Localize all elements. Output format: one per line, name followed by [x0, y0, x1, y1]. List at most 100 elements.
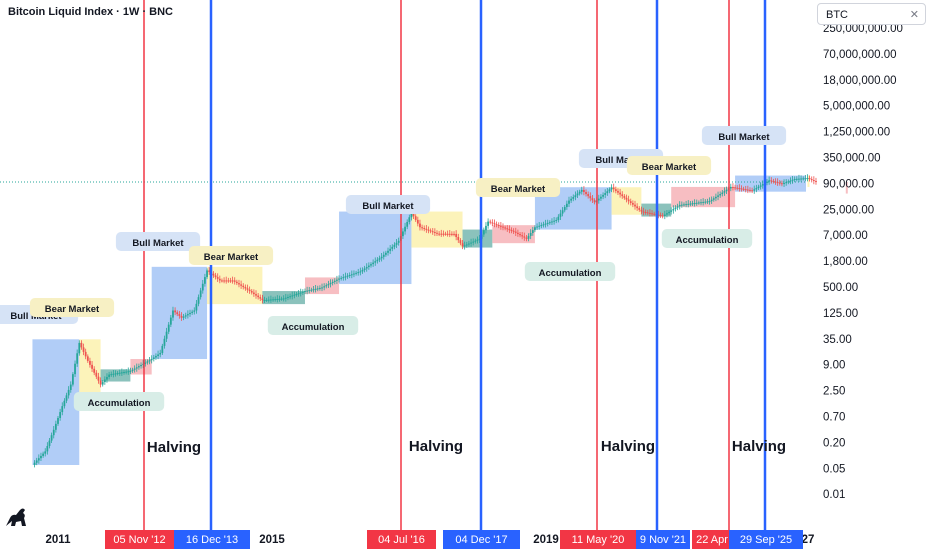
candle-body [99, 380, 102, 385]
candle-body [651, 213, 653, 215]
candle-body [625, 197, 628, 200]
candle-body [776, 182, 779, 184]
candle-body [199, 290, 202, 298]
candle-body [238, 283, 240, 285]
candle-body [265, 299, 268, 301]
candle-body [310, 289, 313, 291]
candle-body [557, 216, 560, 221]
price-tick-label: 350,000.00 [823, 153, 881, 165]
candle-body [548, 222, 551, 224]
candle-body [470, 242, 472, 244]
candle-body [80, 342, 83, 348]
candle-body [448, 233, 451, 235]
annotation-label: Bear Market [642, 162, 697, 173]
candle-body [157, 354, 159, 356]
candle-body [172, 310, 174, 318]
candle-body [206, 270, 208, 278]
candle-body [344, 276, 347, 278]
candle-body [318, 287, 321, 289]
candle-body [497, 224, 500, 226]
close-icon[interactable]: ✕ [909, 9, 919, 21]
time-tick-label: 2019 [533, 534, 559, 546]
candle-body [612, 187, 615, 190]
zone-layer [32, 175, 848, 465]
candle-body [700, 202, 702, 204]
candle-body [59, 412, 62, 418]
candle-body [204, 277, 206, 284]
price-tick-label: 0.01 [823, 489, 845, 501]
candle-body [723, 191, 726, 193]
candle-body [542, 224, 545, 226]
candle-body [165, 331, 168, 339]
candle-body [676, 206, 679, 208]
candle-body [517, 232, 519, 235]
candle-body [259, 297, 262, 299]
candle-body [436, 232, 438, 234]
candle-body [463, 245, 466, 247]
annotation-label: Bear Market [204, 252, 259, 263]
candle-body [472, 241, 475, 243]
candle-body [378, 258, 381, 260]
price-tick-label: 250,000,000.00 [823, 23, 903, 35]
symbol-search-box[interactable]: BTC ✕ [817, 3, 926, 25]
candle-body [193, 310, 196, 312]
candle-body [229, 280, 232, 282]
candle-body [357, 272, 360, 274]
candle-body [657, 214, 660, 216]
candle-body [721, 192, 724, 195]
candle-body [291, 295, 294, 297]
candle-body [44, 451, 47, 454]
candle-body [446, 233, 449, 235]
zone-red [671, 186, 736, 208]
candle-body [272, 299, 274, 301]
candle-body [482, 230, 485, 235]
candle-body [572, 197, 575, 199]
candle-body [561, 210, 564, 214]
candle-body [233, 280, 236, 282]
candle-body [216, 277, 219, 279]
candle-body [331, 281, 334, 284]
price-tick-label: 25,000.00 [823, 204, 874, 216]
candle-body [712, 198, 715, 200]
candle-body [725, 189, 728, 192]
price-axis: 250,000,000.00 70,000,000.00 18,000,000.00… [823, 23, 903, 501]
candle-body [512, 230, 515, 232]
candle-layer [33, 174, 817, 468]
price-tick-label: 500.00 [823, 282, 858, 294]
candle-body [180, 315, 183, 318]
candle-body [116, 373, 119, 375]
candle-body [465, 244, 468, 246]
candle-body [787, 181, 790, 183]
date-badge [636, 530, 690, 549]
candle-body [759, 185, 762, 187]
candle-body [710, 199, 713, 202]
candle-body [148, 360, 151, 362]
candle-body [174, 310, 177, 313]
candle-body [570, 198, 573, 201]
candle-body [212, 273, 215, 276]
candle-body [74, 363, 76, 375]
candle-body [363, 268, 366, 270]
candle-body [323, 286, 326, 288]
candle-body [704, 201, 707, 203]
zone-bear [807, 175, 810, 187]
candle-body [815, 181, 817, 183]
candle-body [325, 285, 328, 287]
candle-body [365, 267, 368, 269]
candle-body [201, 283, 204, 291]
candle-body [478, 238, 481, 240]
candle-body [468, 243, 470, 245]
candle-body [689, 203, 692, 205]
candle-body [485, 225, 487, 231]
candle-body [495, 224, 498, 226]
candle-body [680, 204, 683, 206]
candle-body [146, 361, 149, 363]
candle-body [112, 373, 115, 375]
candle-body [555, 220, 558, 222]
candle-body [167, 324, 170, 332]
candle-body [191, 311, 194, 313]
candle-body [749, 189, 751, 191]
candle-body [321, 287, 323, 289]
candle-body [783, 183, 785, 185]
